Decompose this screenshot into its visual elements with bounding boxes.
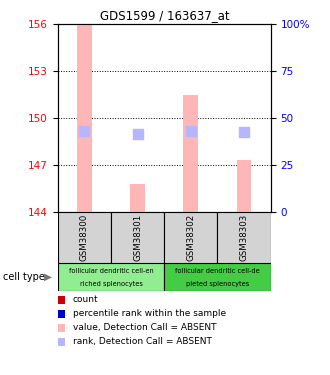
Text: cell type: cell type [3,272,45,282]
Bar [58,212,111,262]
Bar [183,95,198,212]
Text: ▶: ▶ [44,272,52,282]
Bar [164,262,271,291]
Text: count: count [73,296,98,304]
Point [82,128,87,134]
Bar [217,212,271,262]
Text: riched splenocytes: riched splenocytes [80,280,143,286]
Bar [58,262,164,291]
Text: GSM38302: GSM38302 [186,213,195,261]
Bar [130,184,145,212]
Bar [237,160,251,212]
Text: follicular dendritic cell-en: follicular dendritic cell-en [69,268,153,274]
Bar [164,212,217,262]
Text: pleted splenocytes: pleted splenocytes [186,280,249,286]
Text: percentile rank within the sample: percentile rank within the sample [73,309,226,318]
Bar [111,212,164,262]
Text: GSM38301: GSM38301 [133,213,142,261]
Point [241,129,247,135]
Bar [77,24,92,212]
Text: GDS1599 / 163637_at: GDS1599 / 163637_at [100,9,230,22]
Text: value, Detection Call = ABSENT: value, Detection Call = ABSENT [73,323,216,332]
Text: GSM38303: GSM38303 [240,213,248,261]
Point [135,131,140,137]
Text: follicular dendritic cell-de: follicular dendritic cell-de [175,268,260,274]
Text: GSM38300: GSM38300 [80,213,89,261]
Point [188,128,193,134]
Text: rank, Detection Call = ABSENT: rank, Detection Call = ABSENT [73,337,212,346]
